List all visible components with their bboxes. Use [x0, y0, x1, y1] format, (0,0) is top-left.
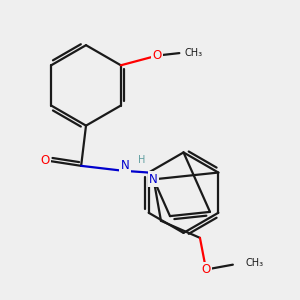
Text: O: O — [40, 154, 49, 167]
Text: CH₃: CH₃ — [245, 258, 263, 268]
Text: O: O — [201, 263, 211, 276]
Text: CH₃: CH₃ — [184, 48, 202, 58]
Text: H: H — [138, 155, 146, 165]
Text: N: N — [121, 159, 129, 172]
Text: O: O — [153, 49, 162, 62]
Text: N: N — [149, 173, 158, 186]
